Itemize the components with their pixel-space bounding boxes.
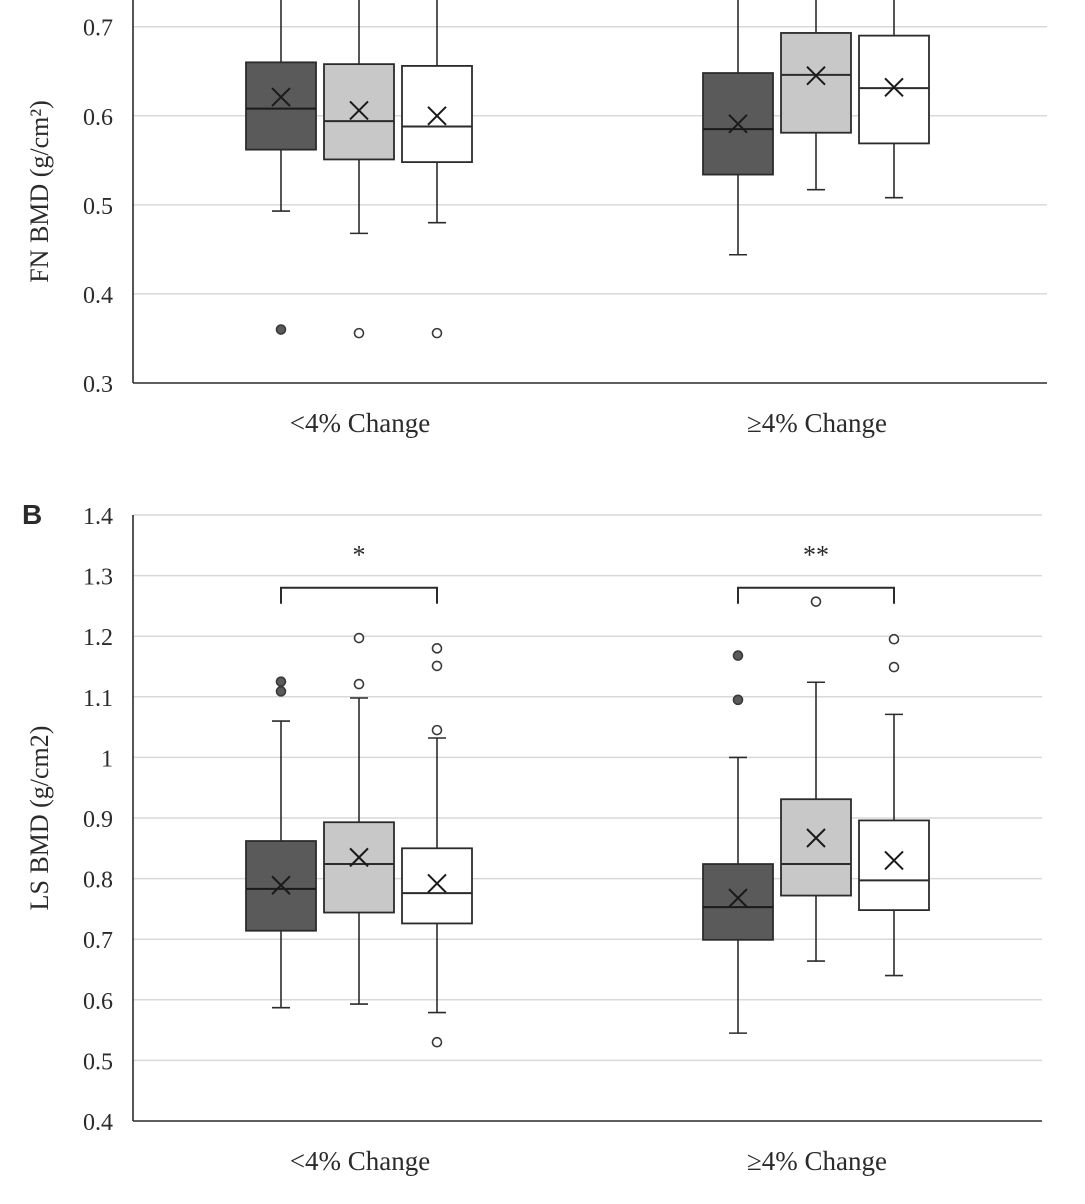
mean-marker [728, 114, 748, 134]
y-tick-label: 0.6 [83, 105, 113, 131]
significance-label: * [353, 541, 366, 570]
y-tick-label: 0.9 [83, 807, 113, 833]
outlier-point [431, 1036, 443, 1048]
outlier-point [431, 660, 443, 672]
box-iqr [401, 847, 473, 925]
outlier-point [810, 596, 822, 607]
box-iqr [858, 819, 930, 912]
mean-marker [884, 850, 904, 871]
box-iqr [401, 65, 473, 164]
significance-label: ** [803, 541, 829, 570]
chart-panel-a: 0.3 0.4 0.5 0.6 0.7 FN BMD (g/cm²) <4% Change ≥… [25, 0, 1047, 438]
outlier-point [431, 327, 443, 339]
mean-marker [271, 875, 291, 895]
box-iqr [702, 863, 774, 941]
outlier-point [353, 678, 365, 690]
box-1-1 [245, 0, 317, 335]
y-axis-label: FN BMD (g/cm²) [25, 100, 54, 283]
box-iqr [323, 821, 395, 914]
outlier-point [888, 661, 900, 673]
y-axis-label: LS BMD (g/cm2) [25, 726, 54, 911]
outlier-point [888, 633, 900, 645]
outlier-point [732, 650, 744, 661]
y-tick-label: 0.4 [83, 283, 113, 309]
y-tick-label: 1.4 [83, 504, 113, 530]
mean-marker [728, 888, 748, 908]
box-1-1 [245, 676, 317, 1009]
y-tick-label: 0.8 [83, 868, 113, 894]
outlier-point [275, 676, 287, 687]
mean-marker [427, 106, 447, 126]
box-3-2 [858, 633, 930, 977]
box-iqr [245, 61, 317, 151]
outlier-point [275, 686, 287, 697]
chart-panel-b: 0.4 0.5 0.6 0.7 0.8 0.9 1 1.1 1.2 1.3 1.4 LS BMD (g… [22, 499, 1042, 1176]
y-tick-label: 1.1 [83, 686, 113, 712]
outlier-point [353, 327, 365, 339]
box-2-1 [323, 632, 395, 1005]
outlier-point [431, 724, 443, 736]
mean-marker [806, 66, 826, 86]
y-tick-label: 0.7 [83, 928, 113, 954]
y-tick-label: 1.2 [83, 625, 113, 651]
outlier-point [431, 643, 443, 654]
mean-marker [806, 828, 826, 848]
box-iqr [780, 798, 852, 897]
panel-label: B [22, 499, 42, 530]
mean-marker [271, 87, 291, 107]
mean-marker [349, 100, 369, 121]
mean-marker [884, 77, 904, 97]
y-tick-label: 1 [101, 746, 113, 772]
significance-annotation: ** [737, 541, 895, 604]
outlier-point [353, 632, 365, 644]
box-1-2 [702, 0, 774, 256]
y-tick-label: 1.3 [83, 565, 113, 591]
box-iqr [780, 32, 852, 134]
significance-bracket [280, 586, 438, 604]
x-category-label: <4% Change [290, 1146, 430, 1176]
y-tick-label: 0.4 [83, 1110, 113, 1136]
x-category-label: <4% Change [290, 408, 430, 438]
mean-marker [427, 873, 447, 894]
y-tick-label: 0.6 [83, 989, 113, 1015]
box-3-2 [858, 0, 930, 199]
significance-annotation: * [280, 541, 438, 604]
box-iqr [858, 34, 930, 145]
box-3-1 [401, 0, 473, 339]
x-category-label: ≥4% Change [747, 408, 887, 438]
box-1-2 [702, 650, 774, 1034]
y-tick-label: 0.3 [83, 372, 113, 398]
box-2-2 [780, 0, 852, 191]
y-tick-label: 0.7 [83, 16, 113, 42]
significance-bracket [737, 586, 895, 604]
box-3-1 [401, 643, 473, 1048]
outlier-point [275, 324, 287, 335]
box-2-2 [780, 596, 852, 962]
box-2-1 [323, 0, 395, 339]
y-tick-label: 0.5 [83, 194, 113, 220]
outlier-point [732, 694, 744, 706]
mean-marker [349, 847, 369, 868]
y-tick-label: 0.5 [83, 1049, 113, 1075]
x-category-label: ≥4% Change [747, 1146, 887, 1176]
